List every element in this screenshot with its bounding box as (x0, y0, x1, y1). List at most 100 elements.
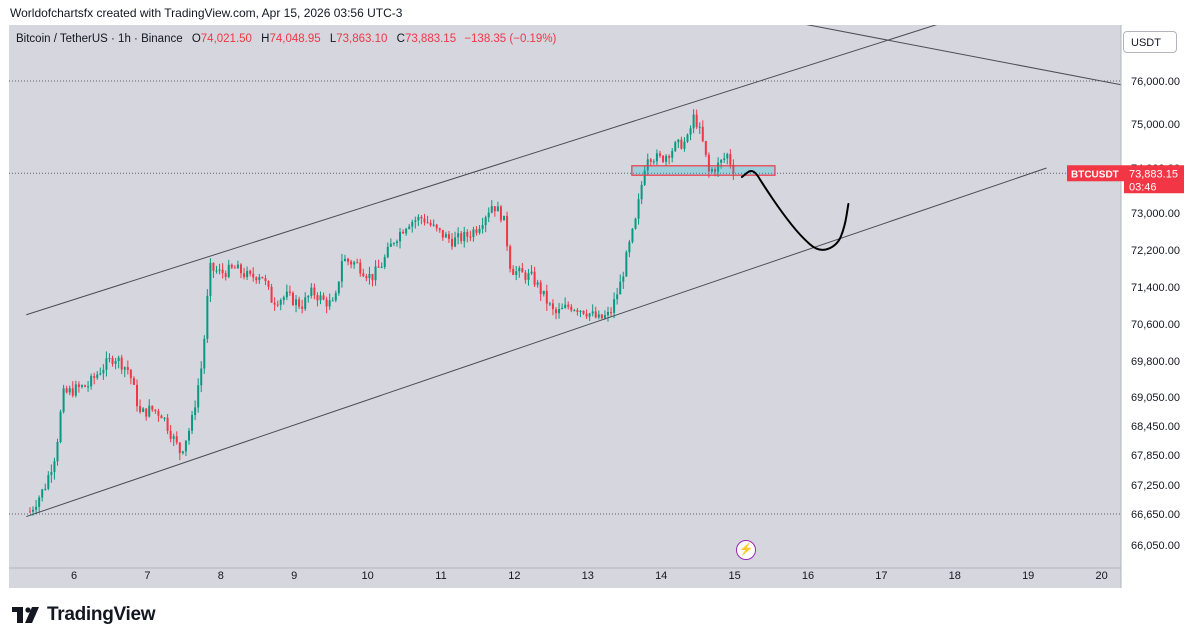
candle-body (429, 222, 432, 226)
candle-body (405, 228, 408, 234)
candle-body (567, 304, 570, 307)
candle-body (674, 142, 677, 151)
candle-body (328, 300, 331, 307)
candle-body (310, 287, 313, 296)
candle-body (218, 269, 221, 271)
candle-body (484, 217, 487, 226)
candle-body (561, 307, 564, 310)
lightning-bolt-icon[interactable]: ⚡ (736, 540, 756, 560)
symbol-description[interactable]: Bitcoin / TetherUS · 1h · Binance (16, 33, 183, 45)
candle-body (588, 313, 591, 317)
candle-body (389, 243, 392, 247)
candle-body (267, 281, 270, 287)
lower-channel-line (26, 167, 1047, 518)
candle-body (96, 374, 99, 378)
candle-body (105, 358, 108, 370)
candle-body (677, 139, 680, 143)
candle-body (594, 311, 597, 318)
candle-body (316, 295, 319, 301)
candle-body (481, 225, 484, 229)
candle-body (307, 295, 310, 298)
chart-attribution: Worldofchartsfx created with TradingView… (10, 6, 403, 20)
candle-body (380, 266, 383, 268)
candle-body (288, 291, 291, 293)
candle-body (472, 229, 475, 238)
candle-body (108, 358, 111, 360)
candle-body (613, 299, 616, 313)
candle-body (710, 169, 713, 172)
candle-body (732, 164, 735, 174)
candle-body (671, 150, 674, 158)
candle-body (215, 270, 218, 272)
candle-body (111, 358, 114, 364)
candle-body (646, 159, 649, 171)
candle-body (136, 384, 139, 407)
candle-body (518, 268, 521, 272)
candle-body (542, 290, 545, 295)
projection-curve (740, 170, 850, 251)
candle-body (545, 290, 548, 304)
currency-button[interactable]: USDT (1123, 31, 1177, 53)
candle-body (178, 442, 181, 454)
candle-body (402, 231, 405, 234)
candle-body (521, 268, 524, 273)
candle-body (325, 299, 328, 307)
candle-body (723, 158, 726, 160)
candle-body (683, 141, 686, 149)
candle-body (145, 408, 148, 417)
candle-body (319, 295, 322, 301)
candle-body (340, 261, 343, 282)
candle-body (99, 373, 102, 375)
y-tick-label: 67,250.00 (1131, 480, 1180, 492)
candle-body (249, 270, 252, 274)
candle-body (181, 451, 184, 454)
candle-body (151, 405, 154, 410)
candle-body (291, 292, 294, 306)
candle-body (230, 264, 233, 268)
candle-body (558, 309, 561, 314)
candle-body (469, 236, 472, 238)
candle-body (395, 241, 398, 244)
candle-body (527, 273, 530, 280)
candle-body (616, 294, 619, 300)
candle-body (194, 407, 197, 415)
candle-body (603, 315, 606, 319)
candle-body (374, 266, 377, 281)
candle-body (530, 271, 533, 274)
candle-body (524, 272, 527, 280)
candle-body (239, 264, 242, 274)
candle-body (564, 304, 567, 308)
candle-body (295, 299, 298, 306)
candle-body (447, 234, 450, 239)
price-tag-bg (1124, 165, 1184, 194)
candle-body (503, 215, 506, 221)
x-tick-label: 7 (144, 570, 150, 582)
candle-body (154, 409, 157, 412)
candle-body (38, 497, 41, 507)
candle-body (383, 257, 386, 267)
candle-body (77, 384, 80, 387)
candle-body (142, 408, 145, 412)
candle-body (493, 206, 496, 212)
candle-body (704, 141, 707, 155)
candle-body (579, 310, 582, 313)
candle-body (90, 376, 93, 387)
candle-body (246, 270, 249, 278)
candle-body (279, 300, 282, 305)
candle-body (298, 299, 301, 307)
candle-body (729, 154, 732, 165)
candle-body (496, 206, 499, 212)
candle-body (41, 489, 44, 498)
candle-body (652, 161, 655, 163)
candle-body (362, 273, 365, 277)
candle-body (227, 264, 230, 277)
candle-body (411, 221, 414, 227)
price-axis[interactable] (1121, 25, 1190, 588)
candle-body (191, 414, 194, 431)
candle-body (423, 218, 426, 223)
candle-body (444, 234, 447, 238)
x-tick-label: 15 (728, 570, 740, 582)
candle-body (261, 276, 264, 279)
candle-body (252, 273, 255, 278)
